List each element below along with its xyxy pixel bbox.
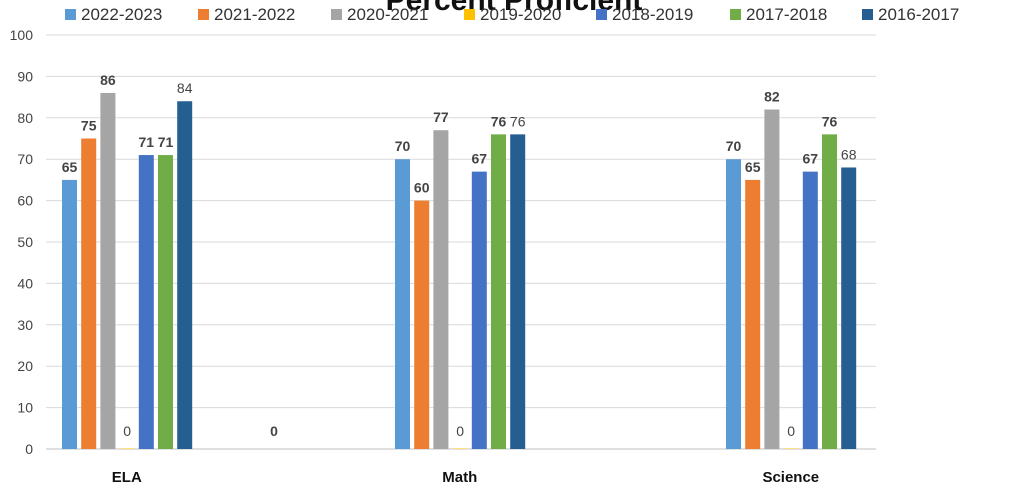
bar-2018-2019-ELA <box>138 155 154 449</box>
y-tick-label: 40 <box>17 275 33 291</box>
bar-2016-2017-ELA <box>177 101 193 450</box>
bar-2016-2017-Science <box>841 167 857 450</box>
bar-2017-2018-Science <box>822 134 837 450</box>
bar-2019-2020-Science <box>783 448 799 449</box>
bar-2021-2022-Science <box>745 179 761 449</box>
data-label: 71 <box>139 134 155 150</box>
bar-2017-2018-Math <box>491 134 506 450</box>
data-label: 67 <box>472 151 488 167</box>
legend-swatch <box>198 9 209 20</box>
legend-label: 2020-2021 <box>347 5 428 24</box>
bar-2016-2017-Math <box>510 134 526 450</box>
annotations: 0 <box>270 423 278 439</box>
legend-label: 2022-2023 <box>81 5 162 24</box>
y-tick-label: 90 <box>17 68 33 84</box>
data-label: 76 <box>822 113 838 129</box>
data-label: 75 <box>81 118 97 134</box>
data-label: 70 <box>726 138 742 154</box>
legend-swatch <box>331 9 342 20</box>
data-label: 71 <box>158 134 174 150</box>
y-axis-tick-labels: 0 10 20 30 40 50 60 70 80 90 100 <box>10 27 34 457</box>
annotation-label: 0 <box>270 423 278 439</box>
bar-2020-2021-Math <box>433 130 449 449</box>
y-tick-label: 10 <box>17 400 33 416</box>
data-label: 76 <box>510 113 526 129</box>
y-tick-label: 100 <box>10 27 34 43</box>
legend-swatch <box>862 9 873 20</box>
data-label: 0 <box>123 423 131 439</box>
legend: 2022-2023 2021-2022 2020-2021 2019-2020 2018… <box>65 5 959 24</box>
bar-2020-2021-Science <box>764 109 780 450</box>
data-label: 65 <box>745 159 761 175</box>
data-label: 70 <box>395 138 411 154</box>
y-tick-label: 20 <box>17 358 33 374</box>
legend-label: 2019-2020 <box>480 5 561 24</box>
data-label: 0 <box>456 423 464 439</box>
bar-2022-2023-Science <box>726 159 741 449</box>
legend-label: 2017-2018 <box>746 5 827 24</box>
bar-2021-2022-ELA <box>81 138 97 449</box>
legend-swatch <box>596 9 607 20</box>
category-label: Science <box>762 469 819 486</box>
bar-2022-2023-Math <box>395 159 410 449</box>
bar-2020-2021-ELA <box>100 92 116 450</box>
bar-2019-2020-ELA <box>119 448 135 449</box>
legend-label: 2018-2019 <box>612 5 693 24</box>
legend-swatch <box>730 9 741 20</box>
y-tick-label: 50 <box>17 234 33 250</box>
data-label: 76 <box>491 113 507 129</box>
x-axis-category-labels: ELA Math Science <box>112 469 819 486</box>
bar-2021-2022-Math <box>414 200 430 449</box>
bars <box>62 92 857 450</box>
data-label: 0 <box>787 423 795 439</box>
data-label: 65 <box>62 159 78 175</box>
y-tick-label: 30 <box>17 317 33 333</box>
legend-label: 2021-2022 <box>214 5 295 24</box>
data-label: 77 <box>433 109 449 125</box>
y-tick-label: 70 <box>17 151 33 167</box>
bar-2018-2019-Science <box>802 171 818 449</box>
legend-label: 2016-2017 <box>878 5 959 24</box>
y-tick-label: 80 <box>17 110 33 126</box>
y-tick-label: 60 <box>17 193 33 209</box>
bar-2017-2018-ELA <box>158 155 173 449</box>
data-label: 82 <box>764 89 780 105</box>
legend-swatch <box>65 9 76 20</box>
category-label: Math <box>442 469 477 486</box>
data-label: 60 <box>414 180 430 196</box>
chart-title: Percent Proficient <box>386 0 643 17</box>
data-label: 68 <box>841 146 857 162</box>
data-label: 67 <box>803 151 819 167</box>
data-label: 84 <box>177 80 193 96</box>
bar-2022-2023-ELA <box>62 179 77 449</box>
y-tick-label: 0 <box>25 441 33 457</box>
bar-2019-2020-Math <box>452 448 468 449</box>
bar-2018-2019-Math <box>471 171 487 449</box>
category-label: ELA <box>112 469 142 486</box>
data-label: 86 <box>100 72 116 88</box>
legend-swatch <box>464 9 475 20</box>
